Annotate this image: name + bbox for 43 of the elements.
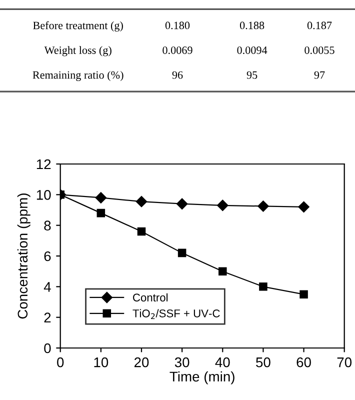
point — [217, 200, 228, 211]
point — [96, 208, 106, 218]
text: Weight loss (g) — [44, 46, 112, 56]
point — [259, 282, 268, 291]
y-tick-label: 0 — [44, 343, 51, 354]
legend-label: Control — [133, 293, 168, 302]
legend-label: TiO$_{2}$/SSF + UV-C — [132, 309, 220, 320]
x-tick-label: 70 — [337, 357, 352, 368]
y-axis-title: Concentration (ppm) — [17, 194, 30, 319]
point — [176, 198, 188, 210]
text: 0.0094 — [237, 46, 268, 54]
text: 95 — [246, 71, 258, 79]
text: 96 — [172, 71, 183, 79]
point — [298, 201, 310, 212]
point — [300, 290, 308, 298]
point — [95, 192, 106, 204]
text: 0.180 — [165, 22, 190, 30]
point — [258, 200, 269, 212]
y-tick-label: 8 — [44, 220, 51, 231]
text: 0.188 — [240, 22, 264, 30]
y-tick-label: 10 — [36, 190, 51, 200]
text: 0.0069 — [162, 46, 192, 54]
y-tick-label: 4 — [44, 282, 51, 292]
text: 0.0055 — [304, 46, 334, 54]
y-tick-label: 12 — [36, 159, 51, 170]
y-tick-label: 6 — [44, 251, 51, 262]
x-tick-label: 50 — [256, 357, 270, 368]
point — [136, 196, 148, 208]
y-tick-label: 2 — [44, 312, 51, 322]
point — [137, 227, 146, 236]
point — [218, 267, 227, 276]
text: Remaining ratio (%) — [32, 70, 124, 82]
x-tick-label: 10 — [94, 357, 108, 368]
x-tick-label: 20 — [134, 357, 149, 368]
text: Before treatment (g) — [33, 21, 123, 32]
text: 97 — [314, 71, 325, 79]
text: 0.187 — [307, 22, 332, 30]
x-tick-label: 0 — [57, 357, 64, 368]
x-tick-label: 30 — [174, 357, 190, 368]
point — [178, 248, 186, 258]
x-tick-label: 40 — [215, 357, 230, 368]
x-axis-title: Time (min) — [170, 371, 234, 384]
x-tick-label: 60 — [296, 357, 311, 368]
